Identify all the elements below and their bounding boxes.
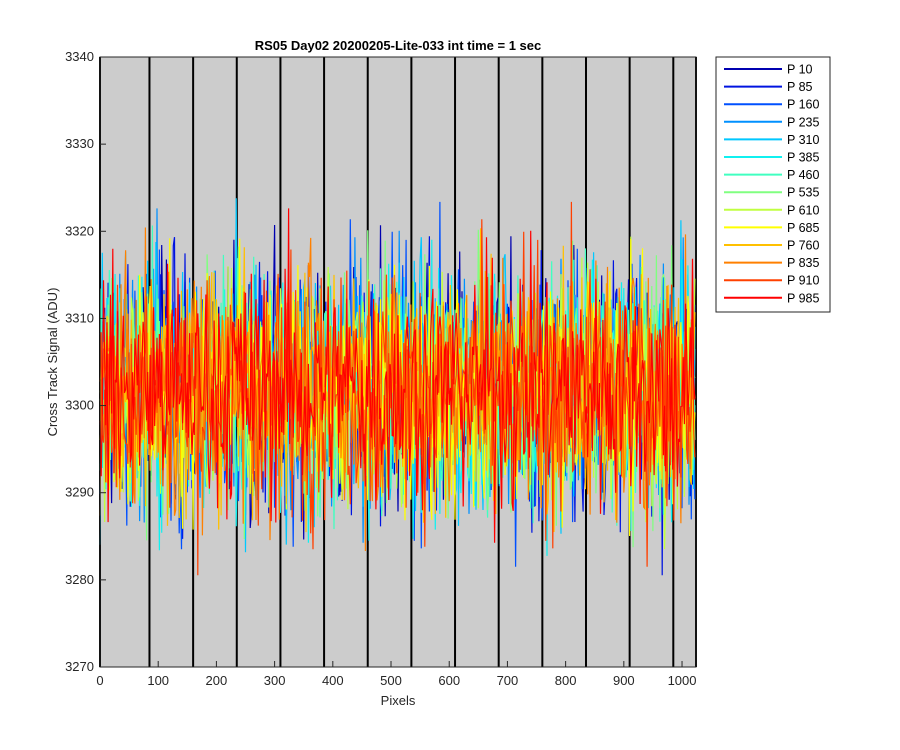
x-axis: 0 100 200 300 400 500 600 700 800 900 1000 <box>96 661 696 688</box>
legend-entry-label: P 235 <box>787 115 819 129</box>
plot-frame <box>99 56 697 668</box>
x-tick-label: 100 <box>147 673 169 688</box>
legend-entry-label: P 535 <box>787 186 819 200</box>
x-tick-label: 400 <box>322 673 344 688</box>
legend-entry-label: P 385 <box>787 151 819 165</box>
legend-entry-label: P 460 <box>787 168 819 182</box>
y-tick-label: 3300 <box>65 398 94 413</box>
legend-entry-label: P 985 <box>787 291 819 305</box>
x-tick-label: 200 <box>206 673 228 688</box>
x-tick-label: 700 <box>497 673 519 688</box>
y-tick-label: 3320 <box>65 223 94 238</box>
legend-box <box>715 56 831 313</box>
y-axis: 3270 3280 3290 3300 3310 3320 3330 3340 <box>65 49 106 674</box>
series-line <box>99 208 696 543</box>
legend-entry-label: P 310 <box>787 133 819 147</box>
x-tick-label: 500 <box>380 673 402 688</box>
legend-entry-label: P 85 <box>787 80 813 94</box>
x-tick-label: 600 <box>438 673 460 688</box>
y-axis-label: Cross Track Signal (ADU) <box>45 288 60 437</box>
x-tick-label: 1000 <box>668 673 697 688</box>
legend-entry-label: P 160 <box>787 98 819 112</box>
y-tick-label: 3280 <box>65 572 94 587</box>
y-tick-label: 3310 <box>65 310 94 325</box>
x-axis-label: Pixels <box>381 693 416 708</box>
legend: P 10 P 85 P 160 P 235 P 310 P 385 P 460 P 535 P … <box>715 56 831 313</box>
legend-entry-label: P 835 <box>787 256 819 270</box>
legend-entry-label: P 760 <box>787 239 819 253</box>
x-tick-label: 900 <box>613 673 635 688</box>
series-layer <box>99 198 696 576</box>
x-tick-label: 800 <box>555 673 577 688</box>
x-tick-label: 300 <box>264 673 286 688</box>
x-tick-label: 0 <box>96 673 103 688</box>
legend-entry-label: P 685 <box>787 221 819 235</box>
legend-entry-label: P 610 <box>787 203 819 217</box>
y-tick-label: 3330 <box>65 136 94 151</box>
y-tick-label: 3270 <box>65 659 94 674</box>
legend-entry-label: P 910 <box>787 274 819 288</box>
y-tick-label: 3290 <box>65 485 94 500</box>
chart-title: RS05 Day02 20200205-Lite-033 int time = … <box>255 38 542 53</box>
y-tick-label: 3340 <box>65 49 94 64</box>
legend-entry-label: P 10 <box>787 63 813 77</box>
